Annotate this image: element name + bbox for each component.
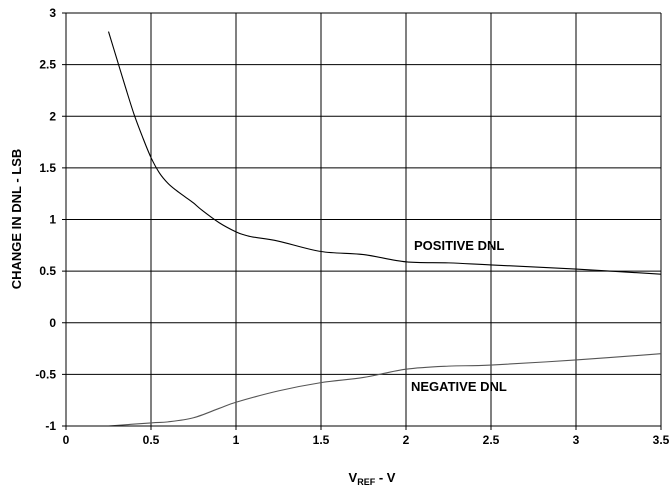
positive-dnl-line xyxy=(107,31,662,275)
x-tick-label: 3.5 xyxy=(653,433,670,447)
series-label-negative: NEGATIVE DNL xyxy=(411,379,507,394)
tick-labels: 0 0.5 1 1.5 2 2.5 3 3.5 -1 -0.5 0 0.5 1 1.5 2 2.5 3 xyxy=(35,6,669,447)
x-axis-title-suffix: - V xyxy=(375,470,396,485)
y-tick-label: -1 xyxy=(45,419,56,433)
y-tick-label: 0.5 xyxy=(39,264,56,278)
grid-lines xyxy=(66,12,662,426)
x-tick-label: 3 xyxy=(573,433,580,447)
x-axis-title-main: V xyxy=(349,470,358,485)
y-axis-title: CHANGE IN DNL - LSB xyxy=(9,149,24,290)
y-tick-label: 0 xyxy=(49,316,56,330)
x-tick-label: 2 xyxy=(403,433,410,447)
x-tick-label: 1.5 xyxy=(313,433,330,447)
x-tick-label: 0 xyxy=(63,433,70,447)
y-tick-label: 2 xyxy=(49,109,56,123)
y-tick-label: -0.5 xyxy=(35,367,56,381)
x-tick-label: 1 xyxy=(233,433,240,447)
x-tick-label: 0.5 xyxy=(143,433,160,447)
series-label-positive: POSITIVE DNL xyxy=(414,238,504,253)
y-tick-label: 2.5 xyxy=(39,58,56,72)
y-tick-label: 1 xyxy=(49,213,56,227)
x-axis-title-sub: REF xyxy=(357,477,376,487)
x-tick-label: 2.5 xyxy=(483,433,500,447)
x-axis-title: VREF - V xyxy=(349,470,396,487)
series-lines xyxy=(107,31,662,427)
y-tick-label: 3 xyxy=(49,6,56,20)
y-tick-label: 1.5 xyxy=(39,161,56,175)
negative-dnl-line xyxy=(108,353,662,427)
